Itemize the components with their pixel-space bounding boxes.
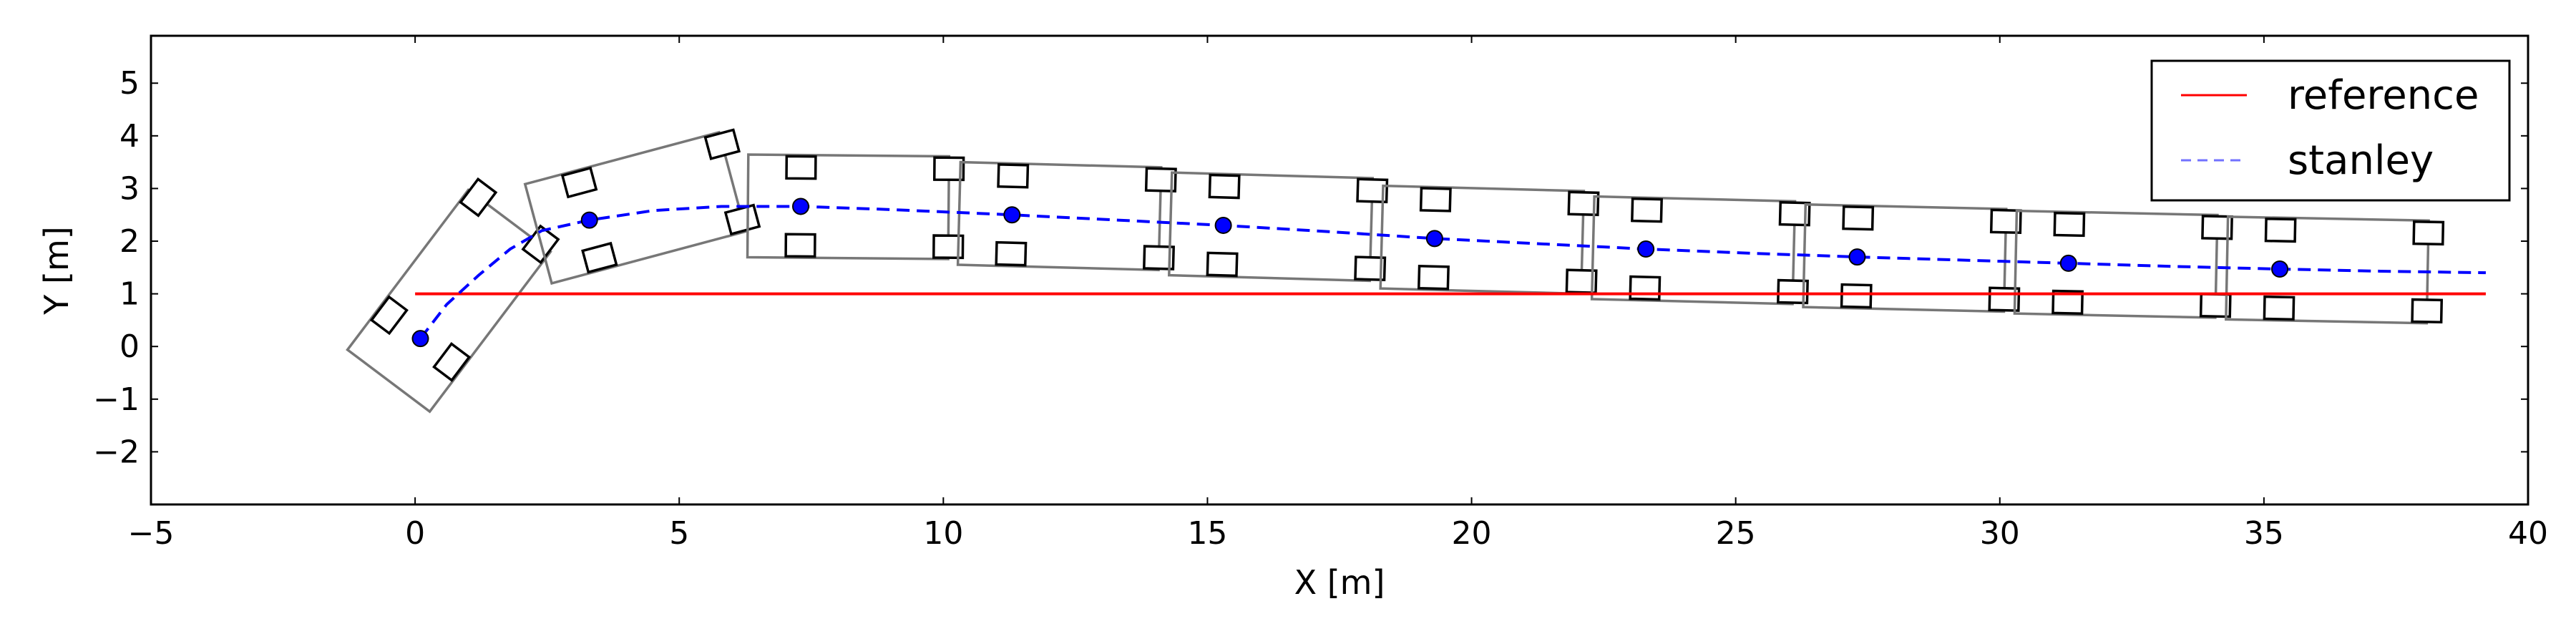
vehicle-position-markers-layer	[411, 197, 2289, 348]
vehicle-outline	[2013, 209, 2233, 319]
y-tick-label: 4	[119, 118, 140, 155]
x-tick-label: 20	[1452, 515, 1492, 552]
y-tick-label: 0	[119, 328, 140, 365]
legend-stanley-label: stanley	[2288, 137, 2434, 184]
vehicle-position-marker	[1637, 240, 1655, 258]
vehicle-body	[746, 153, 951, 260]
vehicle-wheel	[997, 163, 1030, 189]
vehicle-body	[2013, 209, 2219, 319]
y-tick-label: −2	[93, 434, 140, 470]
vehicle-wheel	[1144, 167, 1177, 192]
y-tick-label: 2	[119, 223, 140, 260]
vehicle-body	[523, 130, 748, 286]
y-axis-label: Y [m]	[37, 226, 76, 315]
vehicle-wheel	[785, 155, 817, 180]
vehicle-wheel	[1778, 200, 1811, 227]
x-axis-label: X [m]	[1294, 563, 1385, 602]
vehicle-wheel	[1840, 283, 1873, 309]
x-tick-label: 15	[1187, 515, 1227, 552]
legend-reference-label: reference	[2288, 72, 2479, 119]
vehicle-wheel	[1631, 197, 1663, 223]
vehicle-wheel	[1208, 173, 1241, 200]
vehicle-position-marker	[2271, 260, 2289, 278]
vehicle-wheel	[784, 233, 816, 258]
vehicle-outline	[746, 153, 965, 260]
vehicle-body	[346, 187, 552, 414]
vehicle-outline	[2225, 215, 2445, 325]
vehicle-body	[1167, 171, 1375, 283]
vehicle-wheel	[369, 295, 409, 336]
vehicle-outline	[1802, 203, 2022, 313]
vehicle-position-marker	[2059, 254, 2077, 272]
vehicle-position-marker	[1003, 206, 1021, 224]
vehicle-outline	[1379, 184, 1600, 296]
vehicle-position-marker	[792, 197, 810, 215]
vehicle-wheel	[1143, 245, 1175, 270]
vehicle-wheel	[1419, 187, 1452, 213]
legend-box	[2150, 59, 2511, 202]
vehicle-wheel	[2051, 289, 2084, 316]
vehicle-wheel	[1356, 177, 1389, 204]
vehicle-position-marker	[580, 211, 598, 229]
vehicle-wheel	[432, 342, 472, 382]
axis-ticks-layer: −5 0 5 10 15 20 25 30 35 40 −2 −1 0 1 2 3 4 5	[93, 36, 2548, 552]
vehicle-body	[1802, 203, 2008, 313]
x-tick-label: 40	[2508, 515, 2548, 552]
vehicle-wheel	[995, 240, 1028, 267]
x-tick-label: 5	[669, 515, 689, 552]
vehicle-position-marker	[1214, 216, 1232, 234]
vehicle-wheel	[1777, 278, 1809, 305]
vehicle-wheel	[1842, 205, 1875, 231]
vehicle-wheel	[560, 166, 598, 199]
vehicle-wheel	[703, 128, 741, 160]
vehicle-wheel	[2263, 295, 2296, 321]
series-lines-layer	[415, 205, 2486, 340]
vehicle-position-marker	[1425, 230, 1443, 248]
x-tick-label: 35	[2244, 515, 2284, 552]
legend: reference stanley	[2150, 59, 2511, 202]
vehicle-outline	[346, 177, 560, 414]
vehicle-position-marker	[411, 330, 429, 348]
vehicle-wheel	[459, 177, 498, 218]
x-tick-label: 0	[405, 515, 425, 552]
vehicle-wheel	[2053, 211, 2086, 238]
y-tick-label: 3	[119, 170, 140, 207]
y-tick-label: 5	[119, 65, 140, 102]
vehicle-outline	[956, 160, 1177, 272]
vehicle-wheel	[1567, 190, 1600, 217]
vehicle-outline	[523, 128, 761, 286]
vehicle-body	[956, 160, 1163, 272]
vehicle-wheel	[1629, 275, 1662, 301]
vehicle-outlines-layer	[346, 128, 2445, 414]
vehicle-outline	[1167, 171, 1389, 283]
vehicle-body	[2225, 215, 2430, 325]
y-tick-label: 1	[119, 276, 140, 313]
vehicle-position-marker	[1848, 248, 1866, 266]
vehicle-body	[1379, 184, 1586, 296]
vehicle-wheel	[2411, 298, 2444, 324]
vehicle-wheel	[932, 234, 965, 260]
vehicle-wheel	[1417, 265, 1450, 291]
plot-frame	[150, 34, 2529, 506]
x-tick-label: −5	[128, 515, 175, 552]
vehicle-wheel	[932, 156, 965, 182]
vehicle-wheel	[2264, 217, 2297, 243]
x-tick-label: 30	[1980, 515, 2020, 552]
x-tick-label: 10	[923, 515, 963, 552]
vehicle-wheel	[723, 203, 761, 236]
x-tick-label: 25	[1716, 515, 1756, 552]
y-tick-label: −1	[93, 381, 140, 418]
vehicle-wheel	[1354, 255, 1387, 281]
vehicle-wheel	[1206, 251, 1239, 278]
vehicle-wheel	[2412, 220, 2445, 246]
vehicle-wheel	[581, 241, 618, 274]
vehicle-body	[1590, 195, 1797, 306]
